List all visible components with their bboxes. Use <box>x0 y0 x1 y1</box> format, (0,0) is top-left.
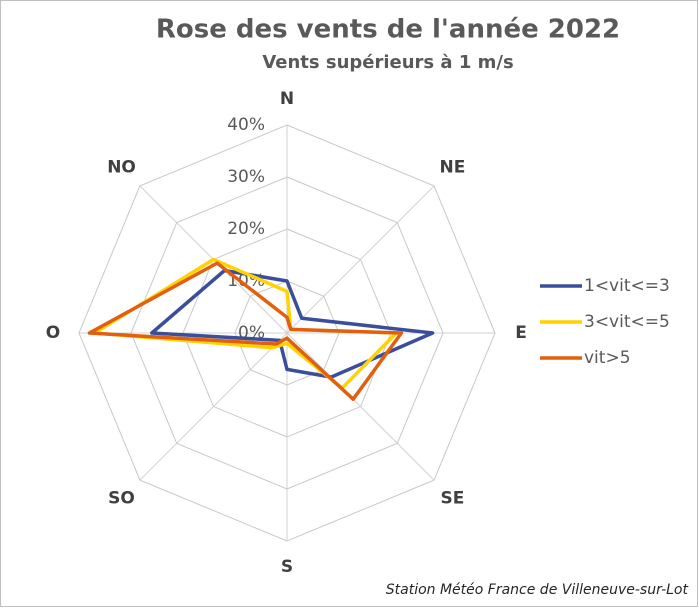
axis-label: SO <box>108 488 135 508</box>
legend-label: vit>5 <box>584 348 631 368</box>
grid-ring <box>234 280 340 386</box>
axis-label: SE <box>441 488 465 508</box>
axis-label: S <box>281 557 293 577</box>
series-line <box>87 261 404 401</box>
series-line <box>150 268 435 379</box>
legend-label: 1<vit<=3 <box>584 276 670 296</box>
annotation: Station Météo France de Villeneuve-sur-L… <box>386 582 689 598</box>
axis-label: NE <box>440 158 466 178</box>
legend-label: 3<vit<=5 <box>584 312 670 332</box>
axis-label: NO <box>107 158 136 178</box>
grid-ring <box>130 176 444 490</box>
grid-ring <box>78 124 496 542</box>
chart-title: Rose des vents de l'année 2022 <box>156 15 620 45</box>
axis-label: N <box>280 89 294 109</box>
tick-label: 40% <box>227 115 265 135</box>
axis-label: E <box>515 323 527 343</box>
grid-ring <box>182 228 392 438</box>
axis-label: O <box>46 323 60 343</box>
tick-label: 30% <box>227 167 265 187</box>
chart-subtitle: Vents supérieurs à 1 m/s <box>262 52 513 73</box>
tick-label: 20% <box>227 219 265 239</box>
